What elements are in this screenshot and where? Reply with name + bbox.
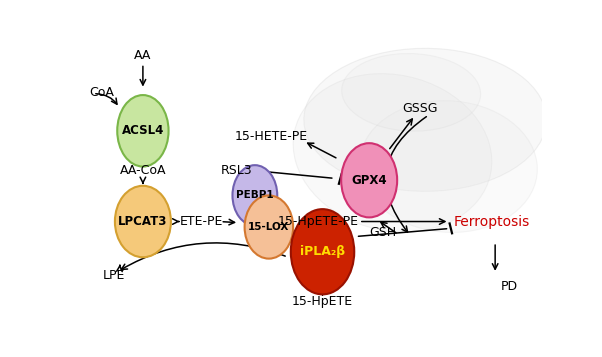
Text: iPLA₂β: iPLA₂β	[300, 245, 345, 258]
Text: ETE-PE: ETE-PE	[179, 215, 223, 228]
Text: AA-CoA: AA-CoA	[120, 164, 166, 177]
Ellipse shape	[244, 195, 293, 258]
Ellipse shape	[232, 165, 278, 226]
Ellipse shape	[341, 143, 397, 217]
Ellipse shape	[359, 101, 538, 232]
Ellipse shape	[117, 95, 169, 166]
Text: LPE: LPE	[103, 268, 125, 282]
Ellipse shape	[291, 209, 354, 295]
Ellipse shape	[115, 186, 171, 257]
Text: PEBP1: PEBP1	[236, 190, 274, 200]
Text: GSH: GSH	[370, 226, 397, 239]
Text: AA: AA	[134, 49, 152, 62]
Text: GPX4: GPX4	[352, 174, 387, 187]
Text: PD: PD	[501, 280, 518, 293]
Text: LPCAT3: LPCAT3	[118, 215, 167, 228]
Ellipse shape	[304, 48, 547, 191]
Text: CoA: CoA	[89, 86, 114, 99]
Text: 15-LOX: 15-LOX	[248, 222, 290, 232]
Text: RSL3: RSL3	[221, 164, 253, 177]
Text: 15-HpETE-PE: 15-HpETE-PE	[278, 215, 358, 228]
Text: ACSL4: ACSL4	[122, 124, 164, 137]
Text: GSSG: GSSG	[403, 102, 438, 115]
Ellipse shape	[293, 74, 492, 232]
Text: Ferroptosis: Ferroptosis	[453, 215, 529, 228]
Text: 15-HpETE: 15-HpETE	[292, 295, 353, 308]
Text: 15-HETE-PE: 15-HETE-PE	[235, 130, 308, 143]
Ellipse shape	[342, 54, 480, 131]
